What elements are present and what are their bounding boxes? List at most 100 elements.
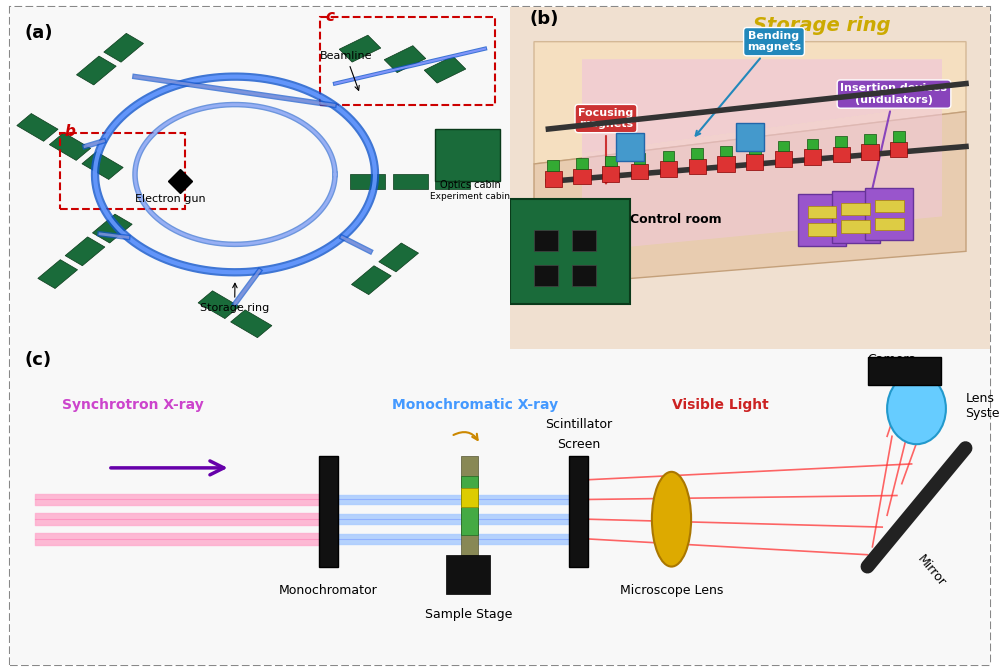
Bar (833, 146, 850, 163)
Bar (547, 161, 559, 171)
Bar (746, 154, 763, 169)
Polygon shape (534, 112, 966, 286)
Text: Experiment cabin: Experiment cabin (430, 192, 510, 201)
Polygon shape (17, 114, 58, 141)
Bar (461, 456, 478, 555)
Polygon shape (379, 243, 419, 272)
Bar (634, 153, 645, 164)
Polygon shape (76, 56, 116, 85)
Bar (691, 149, 703, 159)
Text: Microscope Lens: Microscope Lens (620, 584, 723, 597)
Bar (461, 476, 478, 535)
Bar (576, 158, 588, 169)
Polygon shape (339, 35, 381, 62)
Bar (841, 203, 870, 215)
Bar (616, 133, 644, 161)
Bar (319, 456, 338, 566)
Bar (569, 456, 588, 566)
Text: Monochromator: Monochromator (279, 584, 378, 597)
Bar (893, 131, 905, 142)
Text: Electron gun: Electron gun (135, 194, 205, 204)
Text: Monochromatic X-ray: Monochromatic X-ray (392, 398, 559, 412)
Ellipse shape (887, 373, 946, 444)
Bar (320, 17, 495, 105)
Bar (717, 157, 735, 172)
Polygon shape (384, 46, 426, 73)
Polygon shape (582, 105, 942, 251)
Text: Scintillator: Scintillator (545, 419, 612, 431)
Polygon shape (38, 259, 78, 288)
Polygon shape (582, 59, 942, 153)
Text: Lens
Systems: Lens Systems (966, 392, 1000, 419)
Polygon shape (198, 291, 239, 319)
Bar (841, 220, 870, 233)
Polygon shape (82, 152, 123, 179)
Bar (461, 488, 478, 507)
Bar (864, 134, 876, 144)
Bar (808, 206, 836, 218)
Bar (720, 146, 732, 157)
Polygon shape (104, 34, 144, 62)
Bar (749, 143, 761, 154)
Bar (868, 358, 941, 385)
Bar (631, 164, 648, 179)
Bar (861, 144, 879, 160)
Bar (446, 555, 490, 594)
Bar (775, 151, 792, 167)
Text: b: b (65, 124, 76, 139)
Polygon shape (65, 237, 105, 265)
Polygon shape (435, 173, 470, 190)
Bar (572, 230, 596, 251)
Bar (510, 199, 630, 304)
Text: Camera: Camera (867, 353, 917, 366)
Text: Visible Light: Visible Light (672, 398, 769, 412)
Text: (b): (b) (529, 10, 559, 28)
Bar (605, 156, 617, 166)
Bar (808, 223, 836, 236)
Bar (832, 191, 880, 243)
Bar (545, 171, 562, 187)
Polygon shape (92, 214, 132, 243)
Bar (865, 188, 913, 241)
Bar (804, 149, 821, 165)
Text: (c): (c) (25, 351, 52, 369)
Bar (835, 136, 847, 146)
Polygon shape (392, 173, 428, 190)
Bar (572, 265, 596, 286)
Bar (602, 166, 619, 182)
Text: Beamline: Beamline (320, 51, 372, 90)
Polygon shape (231, 310, 272, 337)
Ellipse shape (652, 472, 691, 566)
Bar (890, 142, 907, 157)
Bar (663, 151, 674, 161)
Polygon shape (350, 173, 385, 190)
Bar (573, 169, 591, 184)
Text: Storage ring: Storage ring (200, 284, 269, 312)
Text: Screen: Screen (557, 438, 600, 451)
Text: Sample Stage: Sample Stage (425, 608, 513, 621)
Bar (60, 132, 185, 210)
Text: Optics cabin: Optics cabin (440, 180, 500, 190)
Bar (875, 218, 904, 230)
Bar (778, 141, 789, 151)
Bar (534, 265, 558, 286)
Text: Insertion devices
(undulators): Insertion devices (undulators) (840, 83, 948, 194)
Polygon shape (351, 265, 391, 294)
Text: Bending
magnets: Bending magnets (696, 31, 801, 136)
Text: c: c (325, 9, 334, 24)
Bar (798, 194, 846, 246)
Bar (807, 138, 818, 149)
Bar (875, 200, 904, 212)
Polygon shape (49, 132, 91, 161)
Text: Focusing
magnets: Focusing magnets (578, 108, 634, 183)
Polygon shape (424, 56, 466, 83)
Bar (435, 129, 500, 181)
Text: Mirror: Mirror (914, 553, 948, 589)
Bar (736, 123, 764, 151)
Text: (a): (a) (25, 24, 54, 42)
Bar (660, 161, 677, 177)
Text: Synchrotron X-ray: Synchrotron X-ray (62, 398, 203, 412)
Text: Storage ring: Storage ring (753, 16, 891, 35)
Polygon shape (534, 42, 966, 164)
Bar (689, 159, 706, 175)
